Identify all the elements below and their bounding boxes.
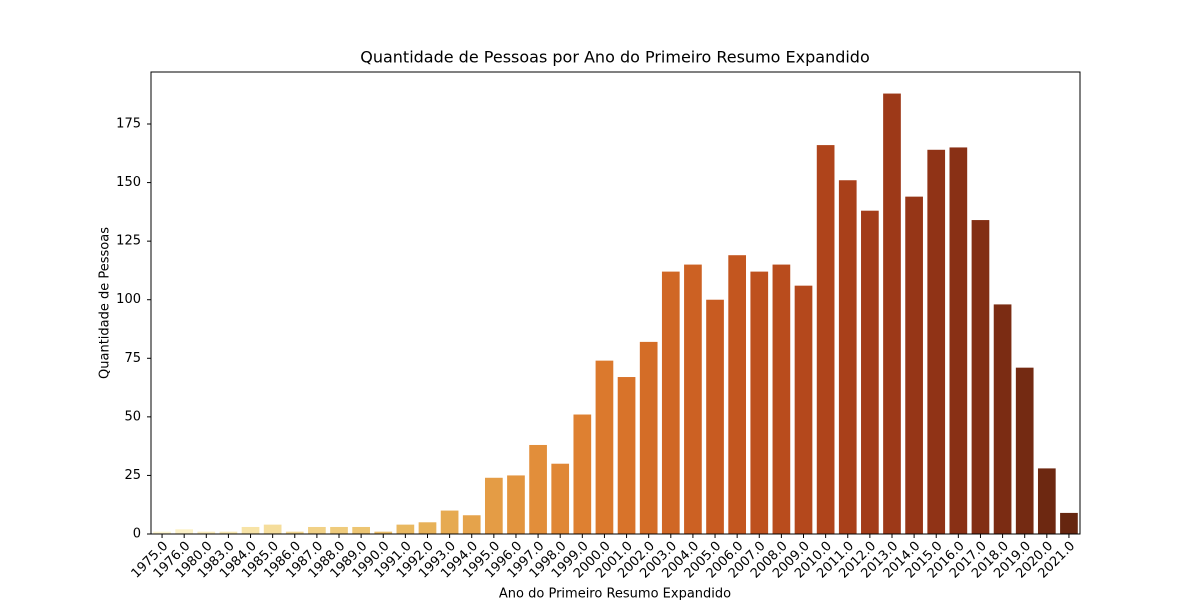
bar [285, 531, 304, 534]
y-tick-label: 0 [133, 527, 141, 542]
chart-title: Quantidade de Pessoas por Ano do Primeir… [360, 48, 870, 67]
bar [706, 299, 724, 534]
y-axis-label: Quantidade de Pessoas [98, 227, 113, 379]
bar [418, 522, 437, 534]
bar [838, 180, 857, 535]
bar [772, 264, 791, 534]
bar [927, 149, 946, 534]
y-tick-label: 25 [124, 468, 141, 483]
bar [352, 526, 370, 534]
plot-frame [150, 71, 1081, 535]
bar [1060, 512, 1078, 534]
bar [949, 147, 968, 534]
x-axis-label: Ano do Primeiro Resumo Expandido [499, 587, 731, 600]
bar [573, 414, 592, 534]
bar [462, 515, 481, 534]
bar [1015, 367, 1034, 534]
y-tick-label: 50 [124, 409, 141, 424]
y-tick-label: 75 [124, 351, 141, 366]
y-tick-label: 150 [116, 175, 141, 190]
bar [197, 531, 216, 534]
bar [440, 510, 459, 534]
y-tick-label: 100 [116, 292, 141, 307]
bar [330, 526, 348, 534]
bar [308, 526, 326, 534]
bar [639, 341, 658, 534]
bar [861, 210, 879, 534]
bar [728, 255, 747, 534]
bar [971, 220, 990, 534]
bar [661, 271, 680, 534]
bar [396, 524, 415, 534]
bar [617, 377, 636, 534]
bar [1037, 468, 1056, 534]
bar [883, 93, 901, 535]
bar [684, 264, 702, 534]
y-tick-label: 175 [116, 117, 141, 132]
bar [551, 463, 570, 534]
bar [153, 531, 171, 534]
bar [993, 304, 1012, 534]
bar [263, 524, 282, 534]
bar [484, 477, 503, 534]
bar [905, 196, 923, 535]
bar [816, 145, 835, 534]
bar [595, 360, 614, 534]
y-tick-label: 125 [116, 234, 141, 249]
bar [794, 285, 813, 534]
bar [219, 531, 238, 534]
bar [529, 444, 547, 534]
bar [374, 531, 393, 534]
bar [750, 271, 769, 534]
bar [507, 475, 525, 534]
bar [175, 529, 194, 534]
bar [241, 526, 260, 534]
